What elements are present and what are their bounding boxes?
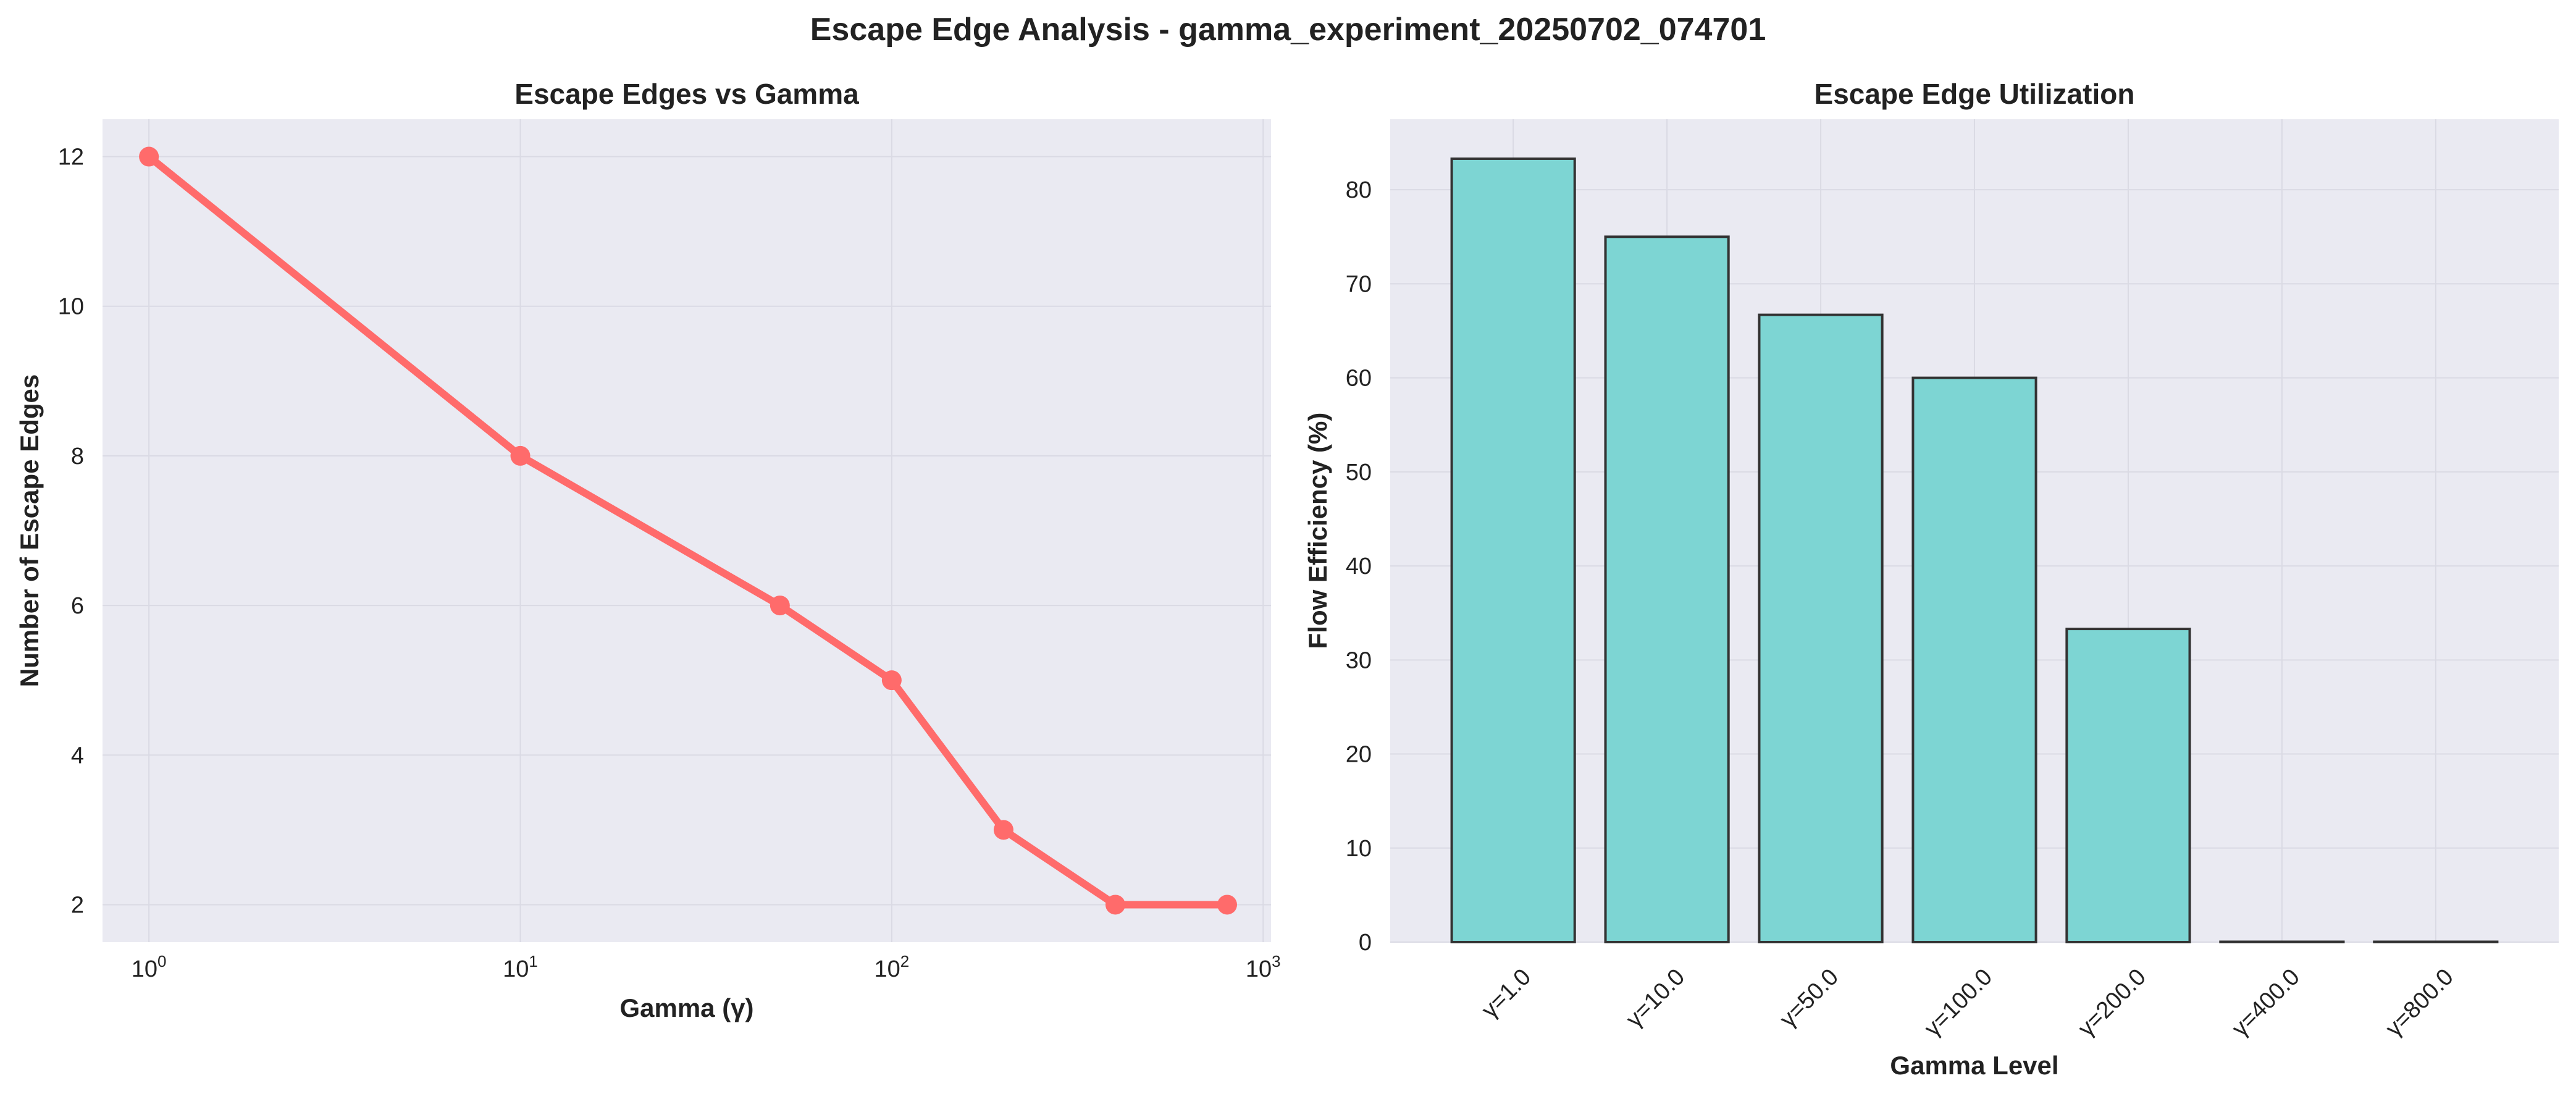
data-point [993,820,1013,840]
bar-chart-title: Escape Edge Utilization [1815,78,2135,110]
x-tick-label-exponent: 0 [157,952,166,971]
y-tick-label: 4 [71,743,84,768]
x-tick-label-base: 10 [875,956,900,982]
data-point [1217,895,1237,915]
x-tick-label: 102 [875,952,910,982]
bar [1758,313,1884,943]
x-tick-label-exponent: 3 [1272,952,1280,971]
x-tick-label: 100 [132,952,167,982]
bar [2373,940,2499,943]
data-point [139,146,159,167]
line-chart-y-ticks: 2 4 6 8 10 12 [58,145,84,919]
bar-chart-escape-utilization: γ=1.0 γ=10.0 γ=50.0 γ=100.0 γ=200.0 γ=400.0 γ=… [1303,78,2559,1080]
line-chart-x-axis-label: Gamma (γ) [619,993,753,1022]
x-tick-label: γ=100.0 [1919,964,1997,1042]
y-tick-label: 70 [1346,271,1372,297]
bar [2065,628,2191,943]
line-chart-grid [103,119,1271,942]
bar-chart-y-ticks: 0 10 20 30 40 50 60 70 80 [1346,177,1372,956]
x-tick-label-exponent: 2 [900,952,909,971]
y-tick-label: 2 [71,892,84,918]
y-tick-label: 10 [58,294,84,320]
figure-title: Escape Edge Analysis - gamma_experiment_… [810,12,1766,48]
bar [1604,235,1730,943]
x-tick-label: γ=400.0 [2227,964,2305,1042]
line-chart-x-ticks: 100 101 102 103 [132,952,1281,982]
y-tick-label: 8 [71,444,84,469]
x-tick-label-base: 10 [1246,956,1272,982]
bar-chart-bars [1450,157,2499,943]
bar-chart-x-ticks: γ=1.0 γ=10.0 γ=50.0 γ=100.0 γ=200.0 γ=400.0 γ=… [1477,964,2459,1042]
y-tick-label: 30 [1346,647,1372,673]
y-tick-label: 40 [1346,554,1372,579]
data-point [770,596,790,616]
bar-chart-x-axis-label: Gamma Level [1890,1051,2058,1080]
bar [1911,376,2037,943]
x-tick-label-exponent: 1 [529,952,537,971]
x-tick-label: 101 [503,952,538,982]
y-tick-label: 60 [1346,366,1372,392]
x-tick-label-base: 10 [503,956,529,982]
bar-chart-y-axis-label: Flow Efficiency (%) [1303,413,1332,649]
x-tick-label: γ=10.0 [1621,964,1690,1032]
data-point [510,445,531,466]
line-chart-plot-area [103,119,1271,942]
y-tick-label: 50 [1346,460,1372,486]
x-tick-label-base: 10 [132,956,157,982]
data-point [881,670,902,691]
y-tick-label: 0 [1359,930,1372,956]
y-tick-label: 12 [58,145,84,171]
x-tick-label: γ=800.0 [2381,964,2459,1042]
line-chart-marks [139,146,1237,915]
x-tick-label: γ=200.0 [2073,964,2151,1042]
bar [2219,940,2345,943]
line-chart-y-axis-label: Number of Escape Edges [15,374,44,687]
y-tick-label: 10 [1346,836,1372,862]
y-tick-label: 6 [71,593,84,619]
data-point [1105,895,1125,915]
bar [1450,157,1576,943]
x-tick-label: γ=1.0 [1477,964,1536,1023]
line-chart-title: Escape Edges vs Gamma [514,78,859,110]
y-tick-label: 20 [1346,742,1372,768]
y-tick-label: 80 [1346,177,1372,203]
x-tick-label: γ=50.0 [1775,964,1844,1032]
x-tick-label: 103 [1246,952,1281,982]
